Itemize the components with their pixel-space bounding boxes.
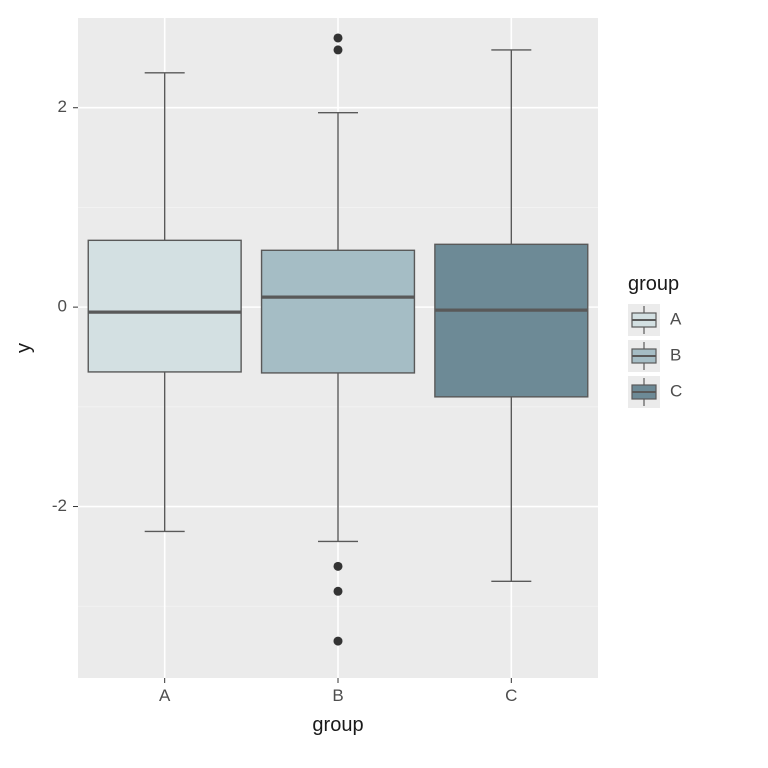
x-axis-title: group	[312, 714, 363, 736]
legend-label: C	[670, 381, 682, 400]
legend-title: group	[628, 273, 679, 295]
x-tick-label: A	[159, 686, 171, 705]
boxplot-svg: -202ABCygroupgroupABC	[0, 0, 768, 768]
y-axis-title: y	[13, 343, 35, 353]
y-tick-label: -2	[52, 496, 67, 515]
chart-container: -202ABCygroupgroupABC	[0, 0, 768, 768]
x-tick-label: C	[505, 686, 517, 705]
legend-label: B	[670, 345, 681, 364]
box-C	[435, 244, 588, 397]
outlier	[334, 45, 343, 54]
y-tick-label: 2	[58, 97, 67, 116]
y-tick-label: 0	[58, 297, 67, 316]
box-B	[262, 250, 415, 373]
box-A	[88, 240, 241, 372]
outlier	[334, 637, 343, 646]
outlier	[334, 562, 343, 571]
x-tick-label: B	[332, 686, 343, 705]
outlier	[334, 33, 343, 42]
outlier	[334, 587, 343, 596]
legend-label: A	[670, 309, 682, 328]
